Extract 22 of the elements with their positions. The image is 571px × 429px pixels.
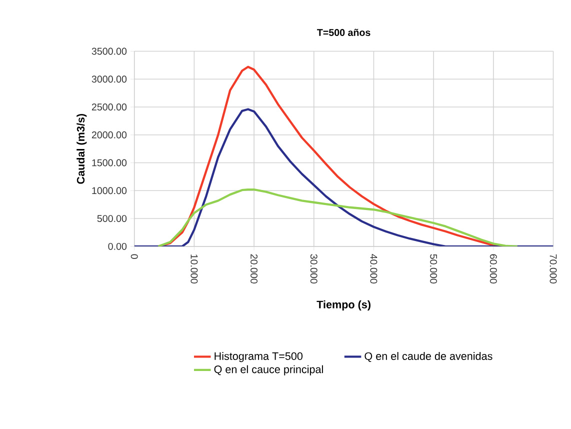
x-tick-label: 50.000 xyxy=(430,254,438,284)
x-tick-label: 30.000 xyxy=(310,254,318,284)
x-tick-label: 40.000 xyxy=(370,254,378,284)
chart-title: T=500 años xyxy=(317,28,370,36)
y-tick-label: 3500.00 xyxy=(92,48,127,55)
x-axis-title: Tiempo (s) xyxy=(316,300,370,311)
x-tick-label: 60.000 xyxy=(490,254,497,284)
legend-label: Q en el cauce principal xyxy=(214,365,323,376)
y-tick-label: 0.00 xyxy=(108,243,127,250)
y-tick-label: 3000.00 xyxy=(92,76,127,83)
x-tick-label: 0 xyxy=(130,254,138,260)
x-tick-label: 70.000 xyxy=(550,254,557,284)
y-tick-label: 1500.00 xyxy=(92,159,127,166)
x-tick-label: 20.000 xyxy=(250,254,258,284)
y-axis-title: Caudal (m3/s) xyxy=(76,114,87,184)
y-tick-label: 500.00 xyxy=(97,215,127,222)
legend-label: Histograma T=500 xyxy=(214,352,303,362)
y-tick-label: 2500.00 xyxy=(92,104,127,111)
x-tick-label: 10.000 xyxy=(190,254,198,284)
legend-label: Q en el caude de avenidas xyxy=(364,352,492,362)
y-tick-label: 2000.00 xyxy=(92,132,127,138)
y-tick-label: 1000.00 xyxy=(92,187,127,194)
